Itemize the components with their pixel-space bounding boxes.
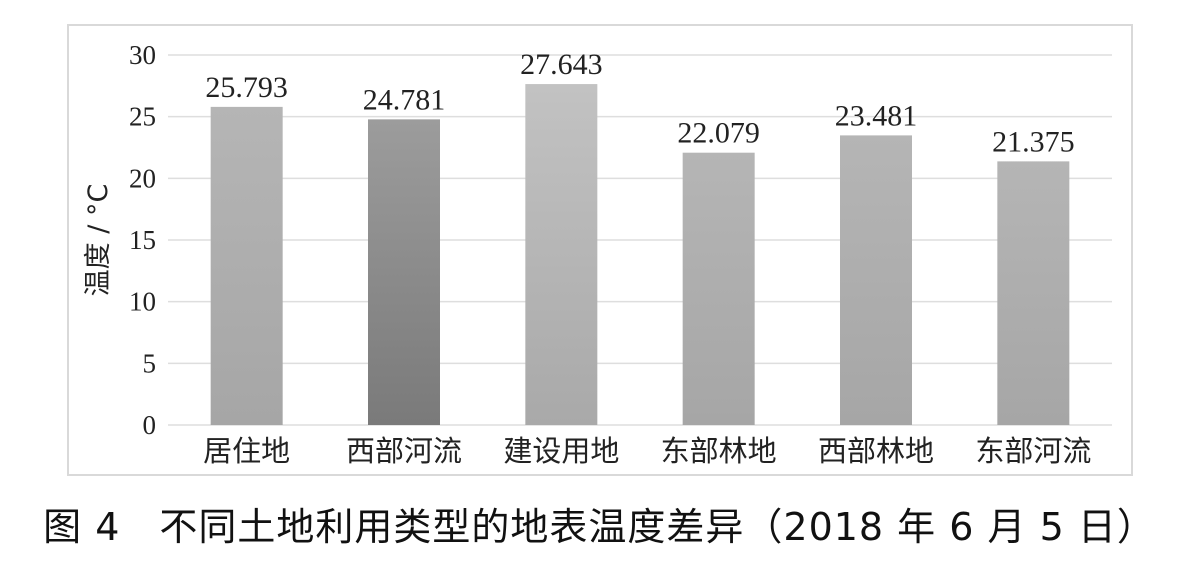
bar-3: [525, 84, 598, 425]
bar-6: [997, 161, 1070, 425]
data-label-4: 22.079: [677, 117, 760, 150]
bar-1: [210, 106, 283, 426]
y-tick-label-30: 30: [129, 40, 156, 70]
bar-5: [840, 135, 912, 425]
y-tick-label-0: 0: [143, 410, 157, 440]
category-label-1: 居住地: [203, 434, 290, 468]
bar-chart: 0 5 10 15 20 25 30 温度 / °C 25.793 居住地 24.781 西部河流 27…: [83, 40, 1112, 468]
category-label-4: 东部林地: [661, 434, 777, 468]
figure-caption: 图 4 不同土地利用类型的地表温度差异（2018 年 6 月 5 日）: [43, 505, 1156, 549]
data-label-6: 21.375: [992, 125, 1075, 158]
y-tick-label-15: 15: [129, 225, 156, 255]
y-tick-label-5: 5: [143, 348, 157, 378]
data-label-5: 23.481: [835, 99, 918, 132]
bar-2: [368, 119, 440, 425]
data-label-1: 25.793: [205, 71, 288, 104]
category-label-2: 西部河流: [346, 434, 462, 468]
y-tick-label-10: 10: [129, 287, 156, 317]
bar-4: [682, 152, 755, 426]
y-tick-label-25: 25: [129, 102, 156, 132]
data-label-3: 27.643: [520, 48, 603, 81]
y-tick-label-20: 20: [129, 163, 156, 193]
data-label-2: 24.781: [363, 83, 446, 116]
y-axis-title: 温度 / °C: [83, 184, 114, 297]
category-label-3: 建设用地: [503, 434, 619, 468]
category-label-6: 东部河流: [975, 434, 1091, 468]
category-label-5: 西部林地: [818, 434, 934, 468]
